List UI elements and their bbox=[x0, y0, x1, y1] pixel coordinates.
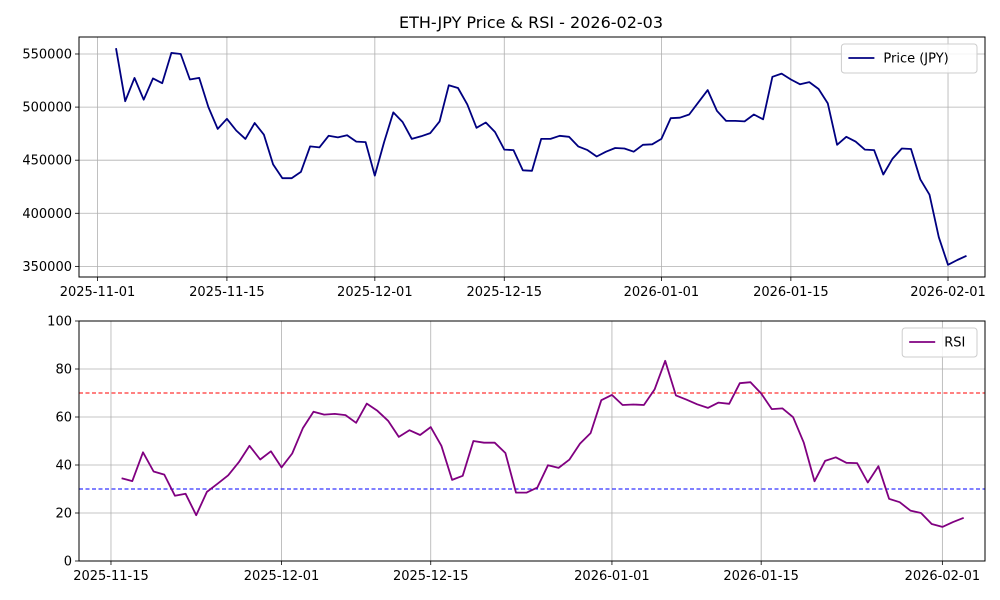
y-tick-label: 350000 bbox=[22, 260, 72, 275]
price-panel: 2025-11-01 2025-11-15 2025-12-01 2025-12-15… bbox=[22, 36, 986, 300]
legend: Price (JPY) bbox=[840, 43, 978, 74]
plot-area bbox=[79, 37, 985, 277]
y-tick-label: 20 bbox=[55, 507, 72, 522]
x-tick-label: 2026-02-01 bbox=[905, 569, 981, 584]
y-tick-label: 550000 bbox=[22, 47, 72, 62]
rsi-panel: 2025-11-15 2025-12-01 2025-12-15 2026-01-01… bbox=[47, 315, 986, 584]
series-line-rsi bbox=[121, 359, 965, 528]
y-tick-label: 40 bbox=[55, 459, 72, 474]
legend-label: RSI bbox=[944, 336, 965, 351]
y-tick-label: 450000 bbox=[22, 154, 72, 169]
x-tick-label: 2025-12-01 bbox=[244, 569, 320, 584]
legend-box bbox=[840, 43, 978, 74]
legend-label: Price (JPY) bbox=[883, 52, 948, 67]
plot-area bbox=[79, 321, 985, 561]
series-line-price-jpy bbox=[115, 48, 967, 266]
y-tick-label: 60 bbox=[55, 411, 72, 426]
x-tick-label: 2025-12-01 bbox=[337, 285, 413, 300]
x-tick-label: 2026-01-01 bbox=[574, 569, 650, 584]
y-tick-label: 80 bbox=[55, 363, 72, 378]
legend: RSI bbox=[901, 327, 978, 358]
axes-frame bbox=[78, 320, 986, 562]
x-tick-label: 2026-01-15 bbox=[723, 569, 799, 584]
chart-title: ETH-JPY Price & RSI - 2026-02-03 bbox=[399, 13, 663, 32]
y-tick-label: 500000 bbox=[22, 101, 72, 116]
x-tick-label: 2025-11-01 bbox=[60, 285, 136, 300]
y-tick-label: 400000 bbox=[22, 207, 72, 222]
x-tick-label: 2025-11-15 bbox=[73, 569, 149, 584]
x-tick-label: 2025-11-15 bbox=[189, 285, 265, 300]
x-tick-label: 2025-12-15 bbox=[393, 569, 469, 584]
x-tick-label: 2025-12-15 bbox=[466, 285, 542, 300]
legend-box bbox=[901, 327, 978, 358]
x-tick-label: 2026-01-01 bbox=[624, 285, 700, 300]
axes-frame bbox=[78, 36, 986, 278]
y-tick-label: 100 bbox=[47, 315, 72, 330]
x-tick-label: 2026-01-15 bbox=[753, 285, 829, 300]
y-tick-label: 0 bbox=[64, 555, 72, 570]
x-tick-label: 2026-02-01 bbox=[910, 285, 986, 300]
